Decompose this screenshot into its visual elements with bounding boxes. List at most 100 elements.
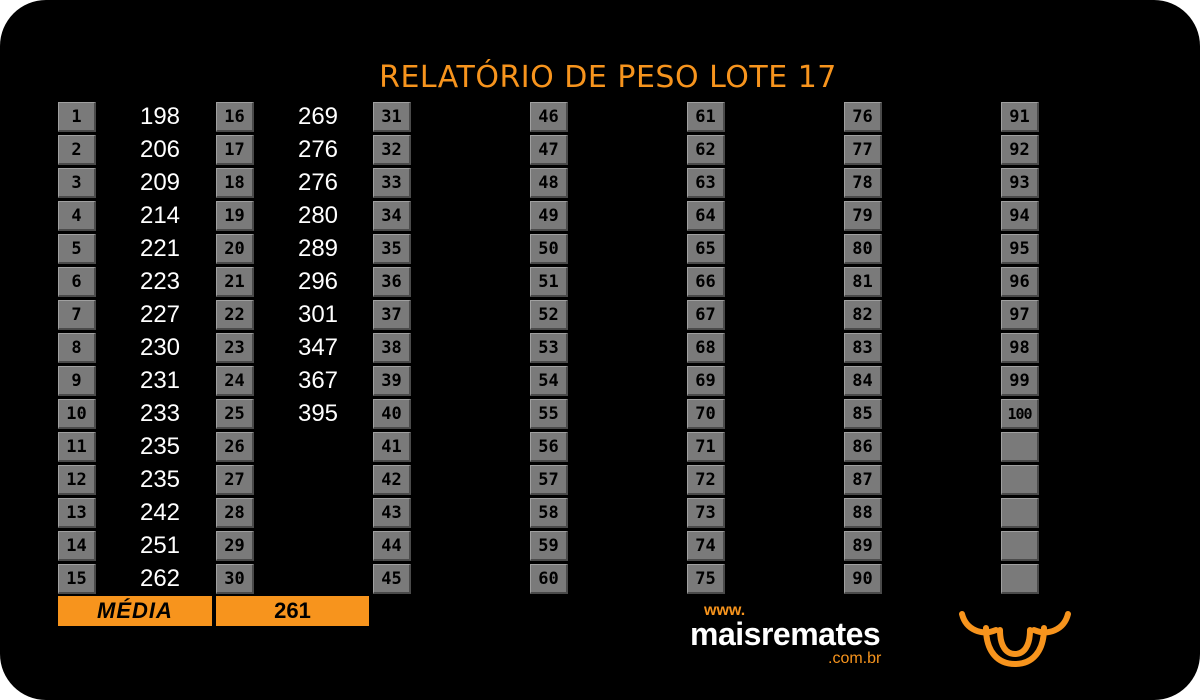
table-row: 100	[1001, 399, 1200, 432]
weight-value	[592, 531, 672, 561]
row-number: 65	[687, 234, 725, 264]
weight-value: 227	[139, 301, 181, 328]
weight-value	[592, 267, 672, 297]
brand-wordmark[interactable]: www. maisremates .com.br	[690, 600, 920, 670]
row-number: 84	[844, 366, 882, 396]
weight-value: 262	[139, 565, 181, 592]
weight-value	[592, 300, 672, 330]
table-row: 24 367	[216, 366, 416, 399]
weight-value: 276	[297, 136, 339, 163]
weight-value: 235	[139, 466, 181, 493]
row-number: 43	[373, 498, 411, 528]
row-number: 66	[687, 267, 725, 297]
weight-value	[435, 234, 515, 264]
weight-value	[435, 201, 515, 231]
row-number: 61	[687, 102, 725, 132]
weight-value	[1063, 531, 1143, 561]
weight-value	[1063, 333, 1143, 363]
row-number: 13	[58, 498, 96, 528]
table-row: 42	[373, 465, 573, 498]
weight-value: 198	[139, 103, 181, 130]
table-row: 88	[844, 498, 1044, 531]
weight-value: 223	[139, 268, 181, 295]
row-number: 82	[844, 300, 882, 330]
table-row: 90	[844, 564, 1044, 597]
weight-value	[1063, 135, 1143, 165]
weight-value	[1063, 564, 1143, 594]
table-row: 53	[530, 333, 730, 366]
row-number: 78	[844, 168, 882, 198]
weight-value	[906, 201, 986, 231]
weight-value	[749, 135, 829, 165]
table-row: 56	[530, 432, 730, 465]
table-row: 72	[687, 465, 887, 498]
table-row: 84	[844, 366, 1044, 399]
row-number: 36	[373, 267, 411, 297]
table-row: 46	[530, 102, 730, 135]
row-number: 35	[373, 234, 411, 264]
row-number: 47	[530, 135, 568, 165]
table-row: 96	[1001, 267, 1200, 300]
row-number: 49	[530, 201, 568, 231]
weight-value	[435, 399, 515, 429]
table-row: 31	[373, 102, 573, 135]
table-row: 64	[687, 201, 887, 234]
row-number: 63	[687, 168, 725, 198]
row-number: 7	[58, 300, 96, 330]
weight-value: 276	[297, 169, 339, 196]
row-number: 79	[844, 201, 882, 231]
weight-value	[906, 234, 986, 264]
weight-value	[749, 564, 829, 594]
row-number: 48	[530, 168, 568, 198]
row-number: 99	[1001, 366, 1039, 396]
weight-value	[278, 531, 358, 561]
row-number: 16	[216, 102, 254, 132]
weight-value	[435, 465, 515, 495]
row-number: 95	[1001, 234, 1039, 264]
table-row: 86	[844, 432, 1044, 465]
row-number: 8	[58, 333, 96, 363]
row-number: 69	[687, 366, 725, 396]
row-number: 27	[216, 465, 254, 495]
row-number: 77	[844, 135, 882, 165]
table-row: 30	[216, 564, 416, 597]
weight-value	[592, 498, 672, 528]
table-row: 13 242	[58, 498, 258, 531]
weight-value	[906, 333, 986, 363]
row-number	[1001, 564, 1039, 594]
row-number: 85	[844, 399, 882, 429]
table-row: 38	[373, 333, 573, 366]
table-row: 27	[216, 465, 416, 498]
table-row: 45	[373, 564, 573, 597]
weight-value	[749, 465, 829, 495]
table-row: 58	[530, 498, 730, 531]
table-row: 65	[687, 234, 887, 267]
weight-value	[749, 201, 829, 231]
row-number: 83	[844, 333, 882, 363]
row-number: 30	[216, 564, 254, 594]
row-number	[1001, 531, 1039, 561]
weight-value: 230	[139, 334, 181, 361]
table-row	[1001, 498, 1200, 531]
table-row: 89	[844, 531, 1044, 564]
row-number: 70	[687, 399, 725, 429]
table-row: 39	[373, 366, 573, 399]
average-value: 261	[216, 596, 369, 626]
table-row: 22 301	[216, 300, 416, 333]
table-row: 7 227	[58, 300, 258, 333]
table-row: 67	[687, 300, 887, 333]
table-row: 71	[687, 432, 887, 465]
row-number: 68	[687, 333, 725, 363]
row-number: 23	[216, 333, 254, 363]
row-number: 58	[530, 498, 568, 528]
weight-value	[749, 531, 829, 561]
table-row: 83	[844, 333, 1044, 366]
row-number: 9	[58, 366, 96, 396]
table-row: 85	[844, 399, 1044, 432]
weight-value	[278, 432, 358, 462]
weight-value	[435, 333, 515, 363]
row-number: 12	[58, 465, 96, 495]
table-row: 18 276	[216, 168, 416, 201]
row-number: 38	[373, 333, 411, 363]
row-number: 41	[373, 432, 411, 462]
